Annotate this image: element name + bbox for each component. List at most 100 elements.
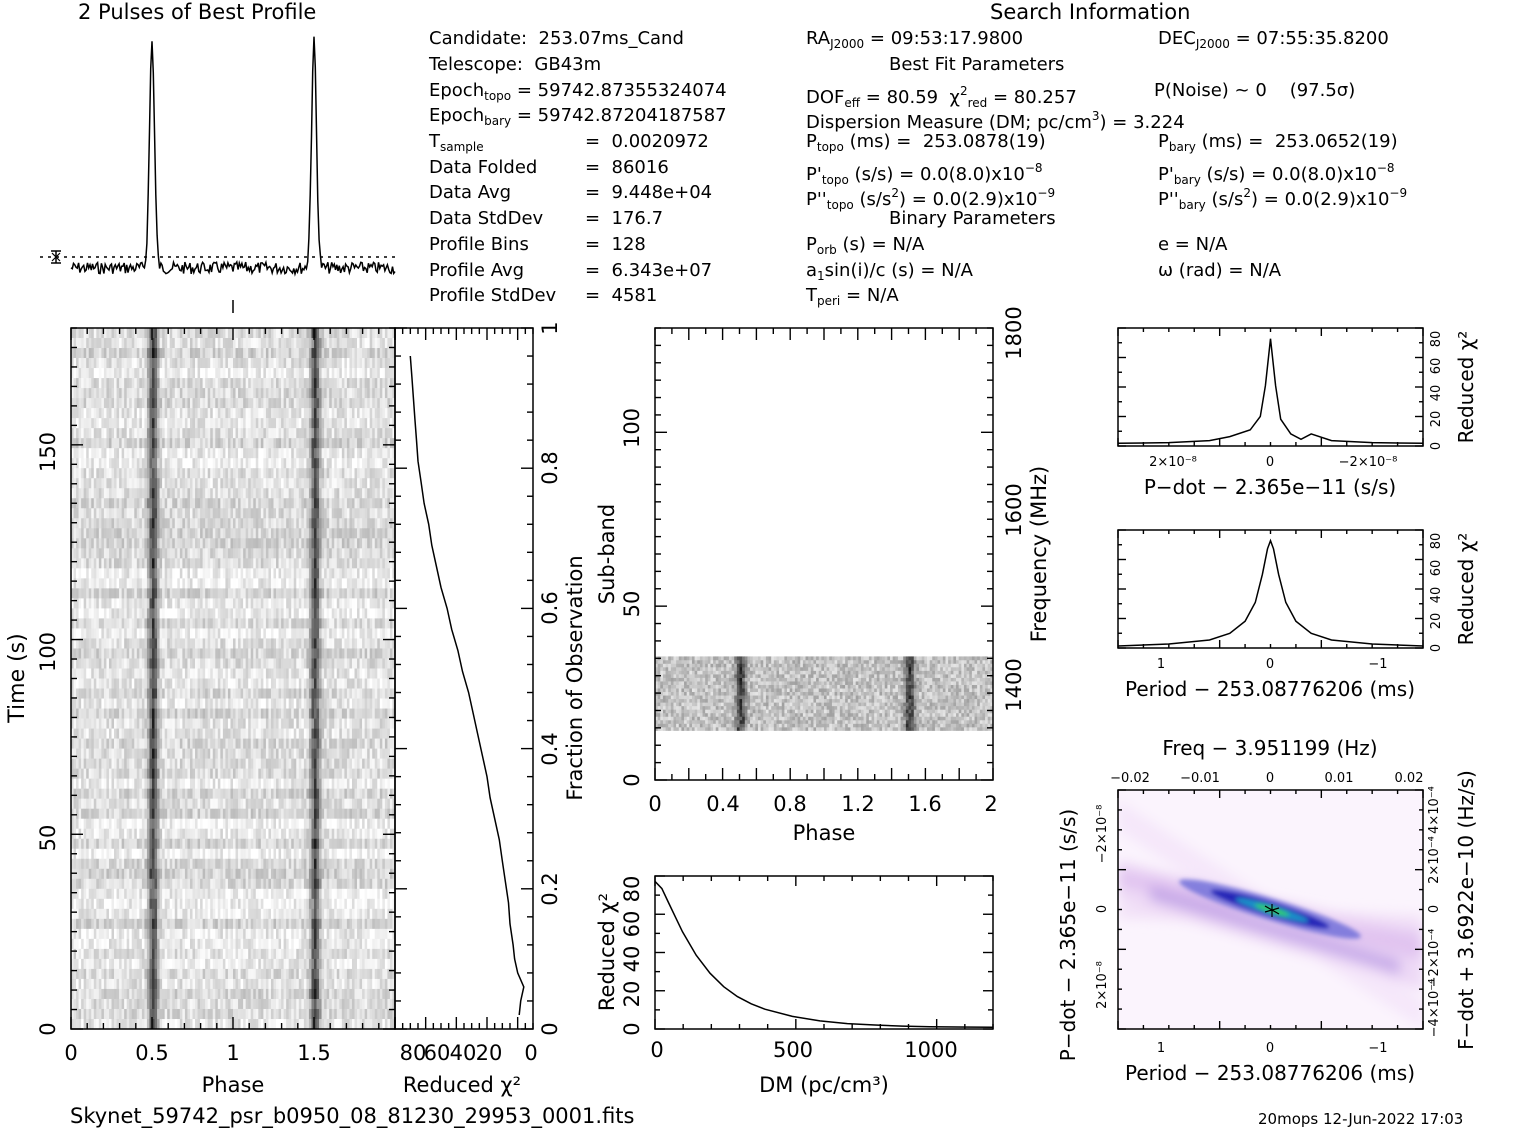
- time-phase-cell: [321, 518, 325, 529]
- time-phase-cell: [131, 398, 135, 409]
- time-phase-cell: [273, 398, 277, 409]
- time-phase-cell: [263, 358, 267, 369]
- time-phase-cell: [288, 498, 292, 509]
- time-phase-cell: [379, 538, 383, 549]
- time-phase-cell: [134, 418, 138, 429]
- time-phase-cell: [346, 618, 350, 629]
- time-phase-cell: [119, 388, 122, 399]
- time-phase-cell: [384, 608, 388, 619]
- time-phase-cell: [210, 458, 214, 469]
- time-phase-cell: [314, 538, 317, 549]
- time-phase-cell: [291, 468, 295, 479]
- time-phase-cell: [88, 408, 92, 419]
- time-phase-cell: [382, 438, 386, 449]
- time-phase-cell: [86, 638, 90, 649]
- time-phase-cell: [96, 428, 100, 439]
- time-phase-cell: [202, 398, 206, 409]
- time-phase-cell: [159, 608, 163, 619]
- time-phase-cell: [235, 348, 239, 359]
- time-phase-cell: [91, 568, 95, 579]
- time-phase-cell: [238, 348, 241, 359]
- time-phase-cell: [298, 568, 302, 579]
- time-phase-cell: [139, 568, 143, 579]
- time-phase-cell: [172, 708, 176, 719]
- time-phase-cell: [255, 658, 259, 669]
- time-phase-cell: [255, 498, 259, 509]
- time-phase-cell: [286, 418, 289, 429]
- time-phase-cell: [149, 428, 153, 439]
- time-phase-cell: [278, 608, 282, 619]
- time-phase-cell: [374, 678, 378, 689]
- time-phase-cell: [76, 418, 79, 429]
- time-phase-cell: [167, 588, 171, 599]
- time-phase-cell: [177, 458, 181, 469]
- time-phase-cell: [354, 518, 358, 529]
- time-phase-cell: [238, 608, 241, 619]
- time-phase-cell: [189, 518, 193, 529]
- time-phase-cell: [189, 608, 193, 619]
- time-phase-cell: [222, 668, 226, 679]
- time-phase-cell: [202, 388, 206, 399]
- time-phase-cell: [278, 458, 282, 469]
- time-phase-cell: [281, 518, 284, 529]
- time-phase-cell: [73, 588, 77, 599]
- time-phase-cell: [189, 378, 193, 389]
- time-phase-cell: [384, 548, 388, 559]
- time-phase-cell: [270, 658, 274, 669]
- time-phase-cell: [362, 478, 365, 489]
- time-phase-cell: [149, 558, 153, 569]
- time-phase-cell: [189, 348, 193, 359]
- time-phase-cell: [101, 638, 105, 649]
- time-phase-cell: [369, 588, 373, 599]
- time-phase-cell: [288, 388, 292, 399]
- time-phase-cell: [103, 378, 107, 389]
- time-phase-cell: [73, 348, 77, 359]
- time-phase-cell: [200, 468, 203, 479]
- time-phase-cell: [157, 688, 160, 699]
- time-phase-cell: [258, 418, 262, 429]
- time-phase-cell: [202, 328, 206, 339]
- time-phase-cell: [205, 328, 208, 339]
- time-phase-cell: [179, 678, 183, 689]
- time-phase-cell: [212, 548, 216, 559]
- time-phase-cell: [167, 418, 171, 429]
- time-phase-cell: [367, 698, 370, 709]
- time-phase-cell: [197, 478, 201, 489]
- time-phase-cell: [86, 338, 90, 349]
- time-phase-cell: [389, 638, 393, 649]
- time-phase-cell: [131, 488, 135, 499]
- time-phase-cell: [189, 358, 193, 369]
- time-phase-cell: [296, 568, 300, 579]
- time-phase-cell: [283, 618, 287, 629]
- time-phase-cell: [382, 538, 386, 549]
- time-phase-cell: [240, 478, 244, 489]
- time-phase-cell: [124, 548, 127, 559]
- time-phase-cell: [372, 358, 376, 369]
- time-phase-cell: [182, 598, 186, 609]
- time-phase-cell: [103, 338, 107, 349]
- time-phase-cell: [210, 638, 214, 649]
- time-phase-cell: [329, 488, 333, 499]
- time-phase-cell: [369, 388, 373, 399]
- time-phase-cell: [212, 528, 216, 539]
- time-phase-cell: [268, 518, 272, 529]
- time-phase-cell: [263, 598, 267, 609]
- time-phase-cell: [119, 568, 122, 579]
- time-phase-cell: [387, 458, 391, 469]
- time-phase-cell: [101, 568, 105, 579]
- time-phase-cell: [341, 648, 345, 659]
- time-phase-cell: [162, 508, 165, 519]
- time-phase-cell: [341, 448, 345, 459]
- time-phase-cell: [129, 578, 133, 589]
- time-phase-cell: [157, 428, 160, 439]
- time-phase-cell: [227, 558, 231, 569]
- time-phase-cell: [200, 358, 203, 369]
- time-phase-cell: [377, 478, 381, 489]
- time-phase-cell: [88, 658, 92, 669]
- time-phase-cell: [139, 328, 143, 339]
- time-phase-cell: [222, 568, 226, 579]
- time-phase-cell: [387, 658, 391, 669]
- time-phase-cell: [324, 678, 327, 689]
- time-phase-cell: [308, 378, 312, 389]
- time-phase-cell: [331, 498, 335, 509]
